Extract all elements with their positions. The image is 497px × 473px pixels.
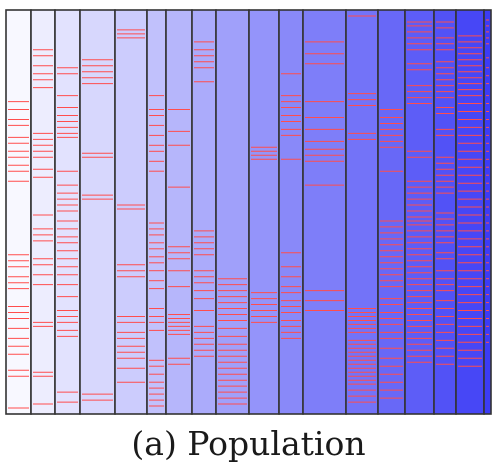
figure-caption: (a) Population	[131, 424, 366, 463]
column-14-cell	[377, 9, 406, 415]
column-18	[483, 9, 492, 415]
column-5	[114, 9, 148, 415]
column-11	[278, 9, 304, 415]
column-6	[146, 9, 167, 415]
column-16-cell	[433, 9, 457, 415]
column-4-cell	[79, 9, 116, 415]
column-2-cell	[30, 9, 56, 415]
column-15	[404, 9, 435, 415]
column-7-cell	[165, 9, 193, 415]
column-1-cell	[5, 9, 32, 415]
column-18-cell	[483, 9, 492, 415]
column-8-cell	[191, 9, 217, 415]
column-8	[191, 9, 217, 415]
column-7	[165, 9, 193, 415]
column-6-cell	[146, 9, 167, 415]
column-11-cell	[278, 9, 304, 415]
column-10	[248, 9, 280, 415]
column-12-cell	[302, 9, 347, 415]
column-13-cell	[345, 9, 379, 415]
column-17-cell	[455, 9, 485, 415]
column-1	[5, 9, 32, 415]
column-14	[377, 9, 406, 415]
column-17	[455, 9, 485, 415]
column-10-cell	[248, 9, 280, 415]
population-columns	[5, 9, 492, 415]
column-5-cell	[114, 9, 148, 415]
column-2	[30, 9, 56, 415]
column-12	[302, 9, 347, 415]
column-9	[215, 9, 250, 415]
column-9-cell	[215, 9, 250, 415]
column-4	[79, 9, 116, 415]
column-3-cell	[54, 9, 81, 415]
column-13	[345, 9, 379, 415]
column-16	[433, 9, 457, 415]
column-15-cell	[404, 9, 435, 415]
column-3	[54, 9, 81, 415]
